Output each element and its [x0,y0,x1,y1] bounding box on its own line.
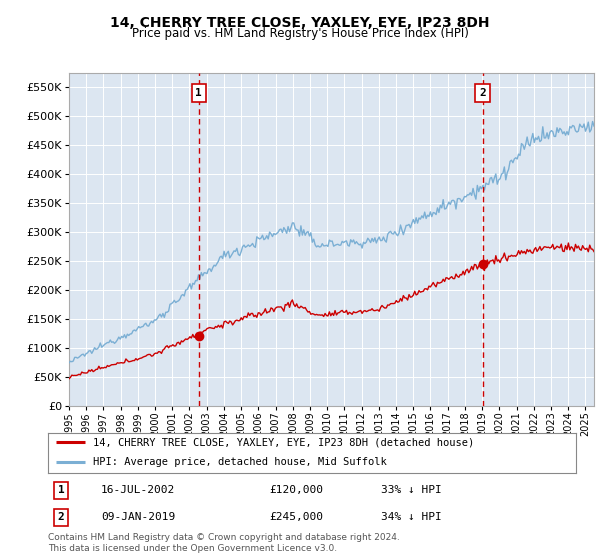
Text: 09-JAN-2019: 09-JAN-2019 [101,512,175,522]
Text: 34% ↓ HPI: 34% ↓ HPI [380,512,442,522]
Text: 1: 1 [58,486,65,496]
Text: 14, CHERRY TREE CLOSE, YAXLEY, EYE, IP23 8DH: 14, CHERRY TREE CLOSE, YAXLEY, EYE, IP23… [110,16,490,30]
Text: HPI: Average price, detached house, Mid Suffolk: HPI: Average price, detached house, Mid … [93,458,386,467]
Text: 2: 2 [58,512,65,522]
Text: £120,000: £120,000 [270,486,324,496]
Text: 2: 2 [479,88,486,98]
Text: Price paid vs. HM Land Registry's House Price Index (HPI): Price paid vs. HM Land Registry's House … [131,27,469,40]
Text: 1: 1 [196,88,202,98]
Text: Contains HM Land Registry data © Crown copyright and database right 2024.
This d: Contains HM Land Registry data © Crown c… [48,533,400,553]
Text: 14, CHERRY TREE CLOSE, YAXLEY, EYE, IP23 8DH (detached house): 14, CHERRY TREE CLOSE, YAXLEY, EYE, IP23… [93,437,474,447]
Text: £245,000: £245,000 [270,512,324,522]
Text: 33% ↓ HPI: 33% ↓ HPI [380,486,442,496]
Text: 16-JUL-2002: 16-JUL-2002 [101,486,175,496]
